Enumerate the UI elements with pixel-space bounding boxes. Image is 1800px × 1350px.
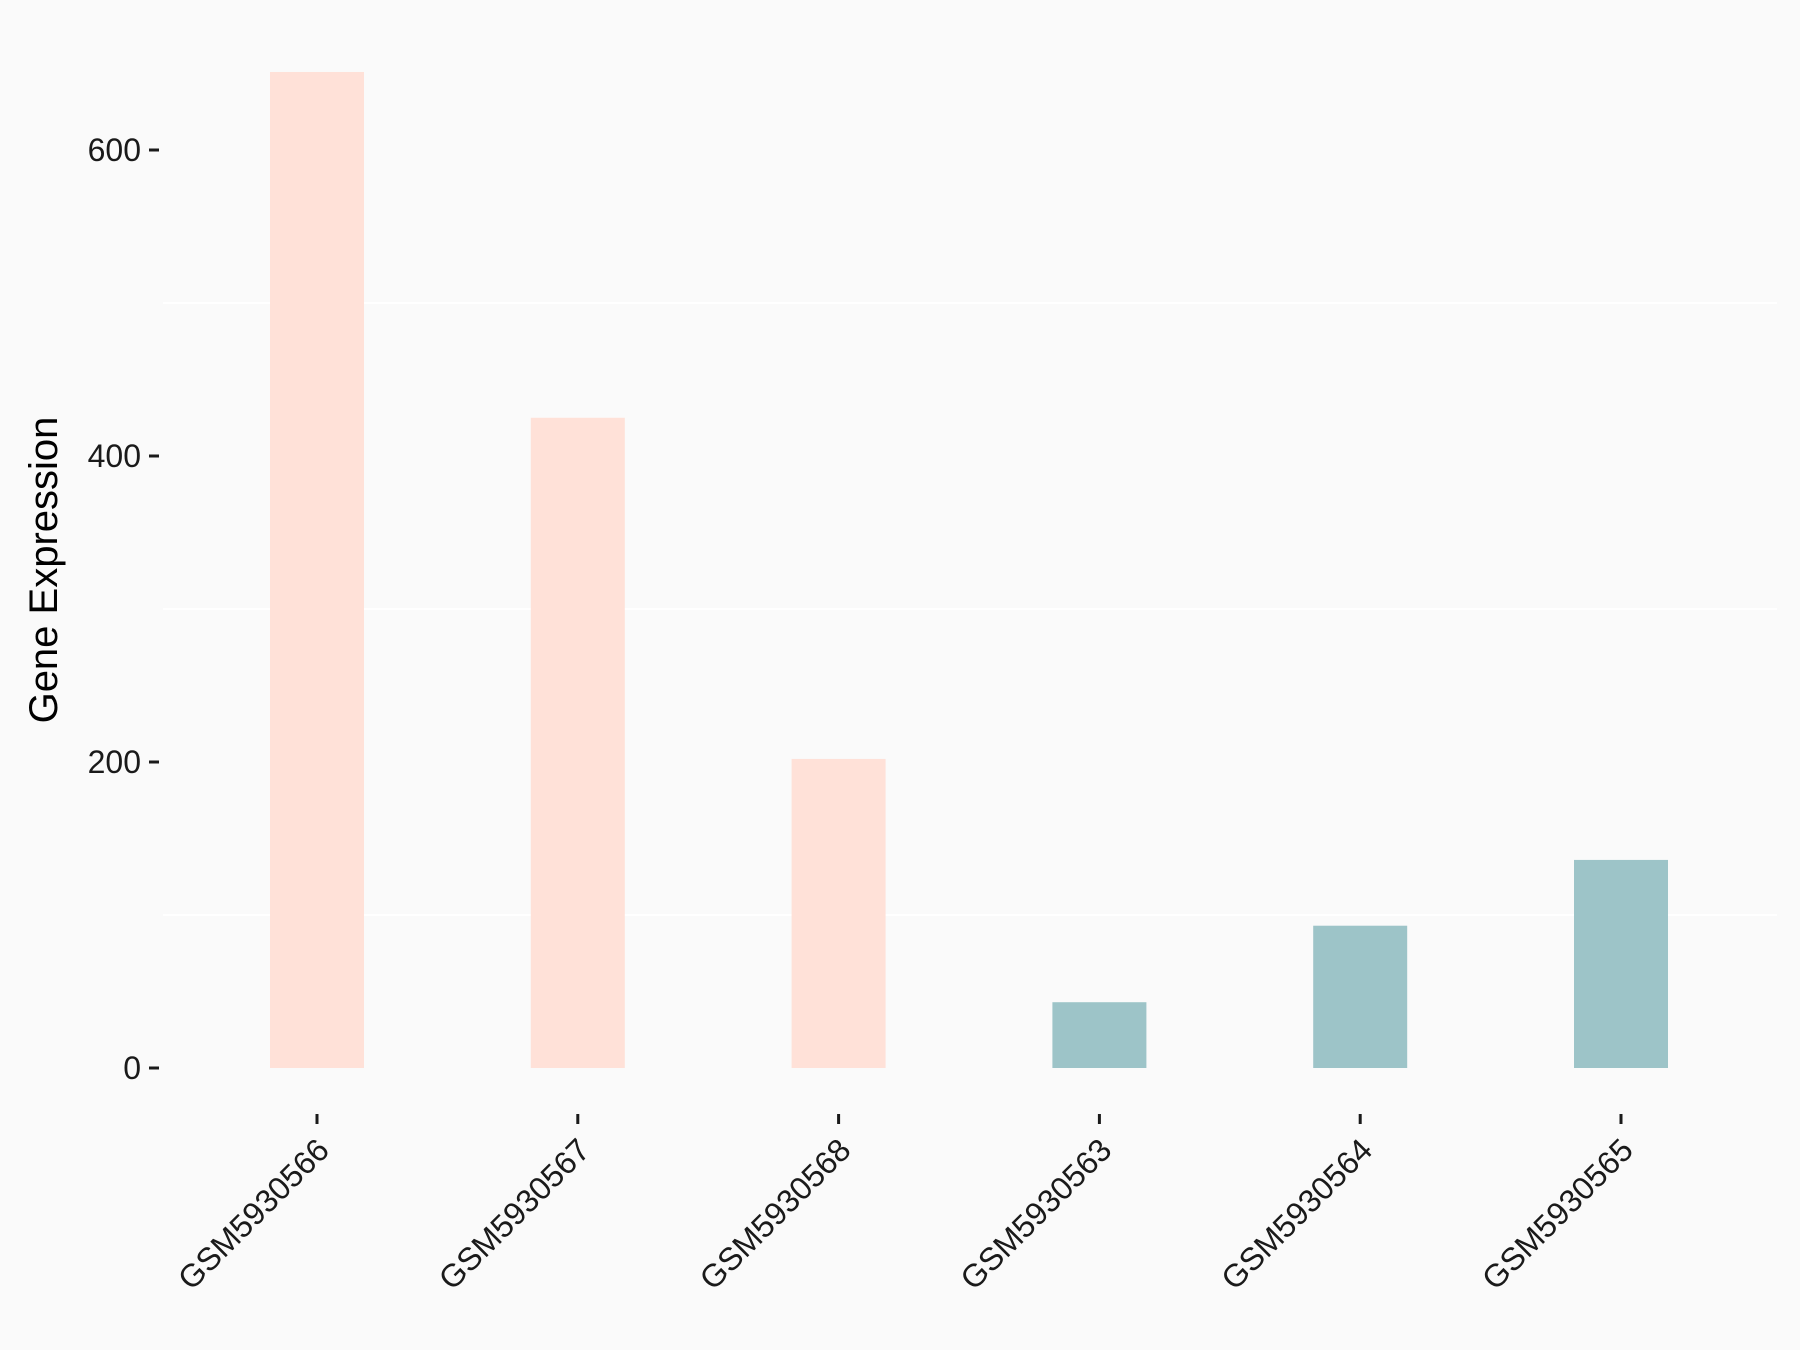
bar-gsm5930566 [270,71,364,1069]
bar-gsm5930565 [1574,859,1668,1068]
x-tick-label: GSM5930566 [171,1131,336,1296]
x-tick-label: GSM5930568 [692,1131,857,1296]
bar-gsm5930568 [791,758,886,1068]
bar-gsm5930567 [530,417,625,1068]
x-axis: GSM5930566 GSM5930567 GSM5930568 GSM5930563… [171,1114,1640,1297]
x-tick-label: GSM5930567 [432,1131,597,1296]
y-tick-label: 400 [88,438,141,474]
y-tick-label: 600 [88,132,141,168]
y-axis-title: Gene Expression [22,417,66,724]
y-tick-label: 200 [88,744,141,780]
x-tick-label: GSM5930564 [1214,1131,1379,1296]
gridlines [163,302,1777,916]
bars [270,71,1668,1069]
y-tick-label: 0 [123,1050,141,1086]
y-axis: 0 200 400 600 [88,132,159,1086]
bar-gsm5930563 [1052,1002,1147,1068]
x-tick-label: GSM5930565 [1475,1131,1640,1296]
x-tick-label: GSM5930563 [953,1131,1118,1296]
bar-gsm5930564 [1313,925,1408,1068]
